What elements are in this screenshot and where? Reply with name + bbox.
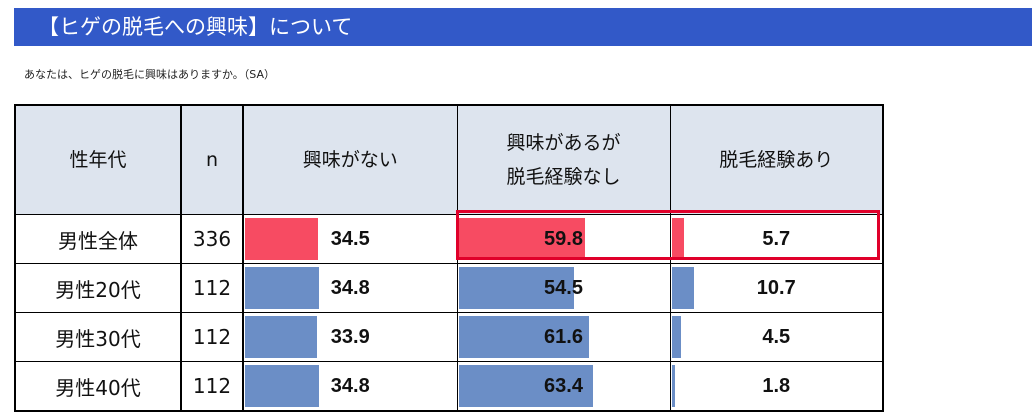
survey-question: あなたは、ヒゲの脱毛に興味はありますか。（SA） bbox=[24, 68, 275, 81]
cell-interested-no-experience: 54.5 bbox=[456, 263, 671, 313]
cell-has-experience: 4.5 bbox=[669, 312, 884, 362]
bar-value-label: 34.8 bbox=[330, 276, 370, 299]
bar-value-label: 63.4 bbox=[544, 374, 583, 397]
section-title: 【ヒゲの脱毛への興味】について bbox=[38, 15, 353, 39]
row-n: 112 bbox=[180, 263, 244, 313]
table-header-row: 性年代 n 興味がない 興味があるが 脱毛経験なし 脱毛経験あり bbox=[14, 104, 884, 215]
bar-fill bbox=[671, 218, 684, 260]
bar-fill bbox=[671, 365, 676, 407]
row-label: 男性40代 bbox=[14, 361, 182, 412]
bar-fill bbox=[245, 218, 319, 260]
table-row: 男性30代 112 33.9 61.6 4.5 bbox=[14, 312, 884, 362]
bar-value-label: 4.5 bbox=[762, 325, 791, 348]
row-label: 男性全体 bbox=[14, 214, 182, 264]
bar-fill bbox=[458, 316, 590, 358]
table-row: 男性全体 336 34.5 59.8 5.7 bbox=[14, 214, 884, 264]
row-n: 112 bbox=[180, 312, 244, 362]
column-header-not-interested: 興味がない bbox=[242, 104, 458, 215]
cell-not-interested: 34.8 bbox=[242, 263, 458, 313]
bar-fill bbox=[245, 267, 319, 309]
bar-value-label: 10.7 bbox=[756, 276, 796, 299]
column-header-interested-no-experience: 興味があるが 脱毛経験なし bbox=[456, 104, 671, 215]
bar-value-label: 34.8 bbox=[330, 374, 370, 397]
row-n: 336 bbox=[180, 214, 244, 264]
cell-not-interested: 34.5 bbox=[242, 214, 458, 264]
bar-fill bbox=[245, 365, 319, 407]
table-row: 男性20代 112 34.8 54.5 10.7 bbox=[14, 263, 884, 313]
table-row: 男性40代 112 34.8 63.4 1.8 bbox=[14, 361, 884, 412]
column-header-age: 性年代 bbox=[14, 104, 182, 215]
row-label: 男性20代 bbox=[14, 263, 182, 313]
column-header-has-experience: 脱毛経験あり bbox=[669, 104, 884, 215]
column-header-n: n bbox=[180, 104, 244, 215]
bar-value-label: 1.8 bbox=[762, 374, 791, 397]
bar-value-label: 54.5 bbox=[544, 276, 583, 299]
result-table: 性年代 n 興味がない 興味があるが 脱毛経験なし 脱毛経験あり 男性全体 336 3… bbox=[14, 104, 884, 412]
bar-fill bbox=[671, 267, 695, 309]
cell-not-interested: 34.8 bbox=[242, 361, 458, 412]
cell-has-experience: 1.8 bbox=[669, 361, 884, 412]
bar-fill bbox=[458, 365, 593, 407]
row-n: 112 bbox=[180, 361, 244, 412]
bar-fill bbox=[245, 316, 318, 358]
bar-value-label: 33.9 bbox=[330, 325, 370, 348]
bar-value-label: 59.8 bbox=[544, 227, 583, 250]
row-label: 男性30代 bbox=[14, 312, 182, 362]
bar-fill bbox=[458, 218, 586, 260]
cell-interested-no-experience: 63.4 bbox=[456, 361, 671, 412]
section-title-bar: 【ヒゲの脱毛への興味】について bbox=[14, 8, 1032, 46]
cell-interested-no-experience: 61.6 bbox=[456, 312, 671, 362]
cell-not-interested: 33.9 bbox=[242, 312, 458, 362]
bar-value-label: 34.5 bbox=[330, 227, 370, 250]
cell-has-experience: 10.7 bbox=[669, 263, 884, 313]
bar-value-label: 5.7 bbox=[762, 227, 791, 250]
bar-fill bbox=[671, 316, 682, 358]
bar-value-label: 61.6 bbox=[544, 325, 583, 348]
cell-interested-no-experience: 59.8 bbox=[456, 214, 671, 264]
cell-has-experience: 5.7 bbox=[669, 214, 884, 264]
bar-fill bbox=[458, 267, 575, 309]
